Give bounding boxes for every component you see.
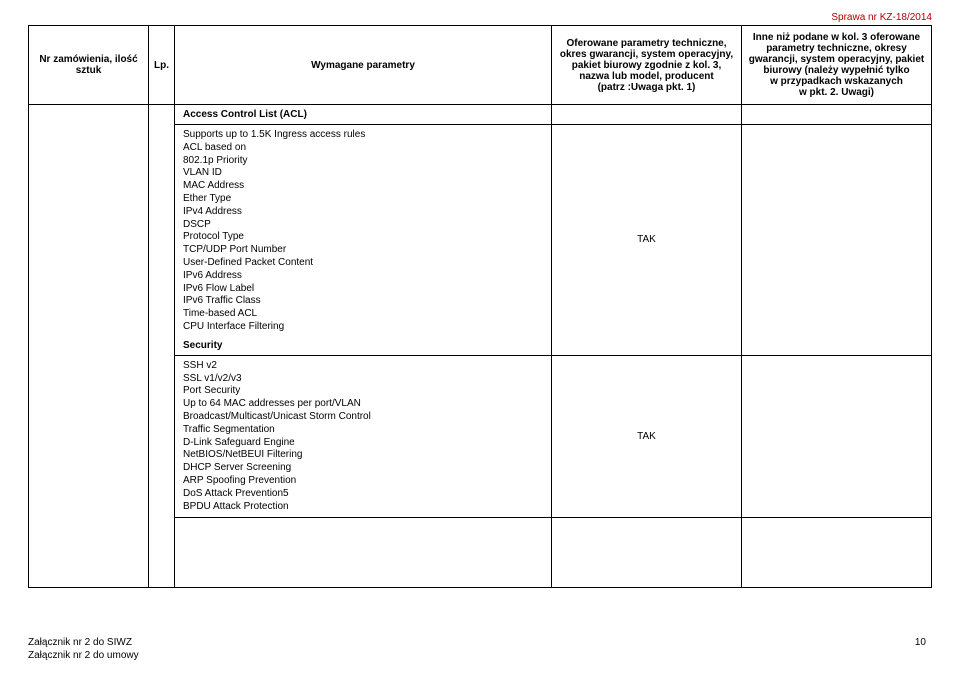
- cell-acl-other: [742, 125, 932, 356]
- acl-param-list: Supports up to 1.5K Ingress access rules…: [183, 129, 543, 334]
- header-lp: Lp.: [149, 26, 175, 105]
- header-offered-params: Oferowane parametry techniczne, okres gw…: [552, 26, 742, 105]
- table-header-row: Nr zamówienia, ilość sztuk Lp. Wymagane …: [29, 26, 932, 105]
- cell-security-body: SSH v2SSL v1/v2/v3Port SecurityUp to 64 …: [175, 355, 552, 518]
- case-number: Sprawa nr KZ-18/2014: [28, 12, 932, 23]
- footer-line-2: Załącznik nr 2 do umowy: [28, 649, 139, 662]
- header-order-qty: Nr zamówienia, ilość sztuk: [29, 26, 149, 105]
- spec-table: Nr zamówienia, ilość sztuk Lp. Wymagane …: [28, 25, 932, 588]
- footer-line-1: Załącznik nr 2 do SIWZ: [28, 636, 139, 649]
- cell-empty-offered: [552, 518, 742, 588]
- table-row: Access Control List (ACL): [29, 105, 932, 125]
- header-required-params: Wymagane parametry: [175, 26, 552, 105]
- cell-acl-title-offered: [552, 105, 742, 125]
- cell-security-other: [742, 355, 932, 518]
- footer: Załącznik nr 2 do SIWZ Załącznik nr 2 do…: [28, 636, 139, 662]
- cell-empty-other: [742, 518, 932, 588]
- cell-acl-title-other: [742, 105, 932, 125]
- cell-lp: [149, 105, 175, 588]
- cell-acl-title: Access Control List (ACL): [175, 105, 552, 125]
- page-number: 10: [915, 637, 926, 648]
- cell-acl-tak: TAK: [552, 125, 742, 356]
- cell-security-title: Security: [183, 340, 543, 351]
- cell-order-qty: [29, 105, 149, 588]
- cell-acl-body: Supports up to 1.5K Ingress access rules…: [175, 125, 552, 356]
- header-other-params: Inne niż podane w kol. 3 oferowane param…: [742, 26, 932, 105]
- cell-empty-req: [175, 518, 552, 588]
- cell-security-tak: TAK: [552, 355, 742, 518]
